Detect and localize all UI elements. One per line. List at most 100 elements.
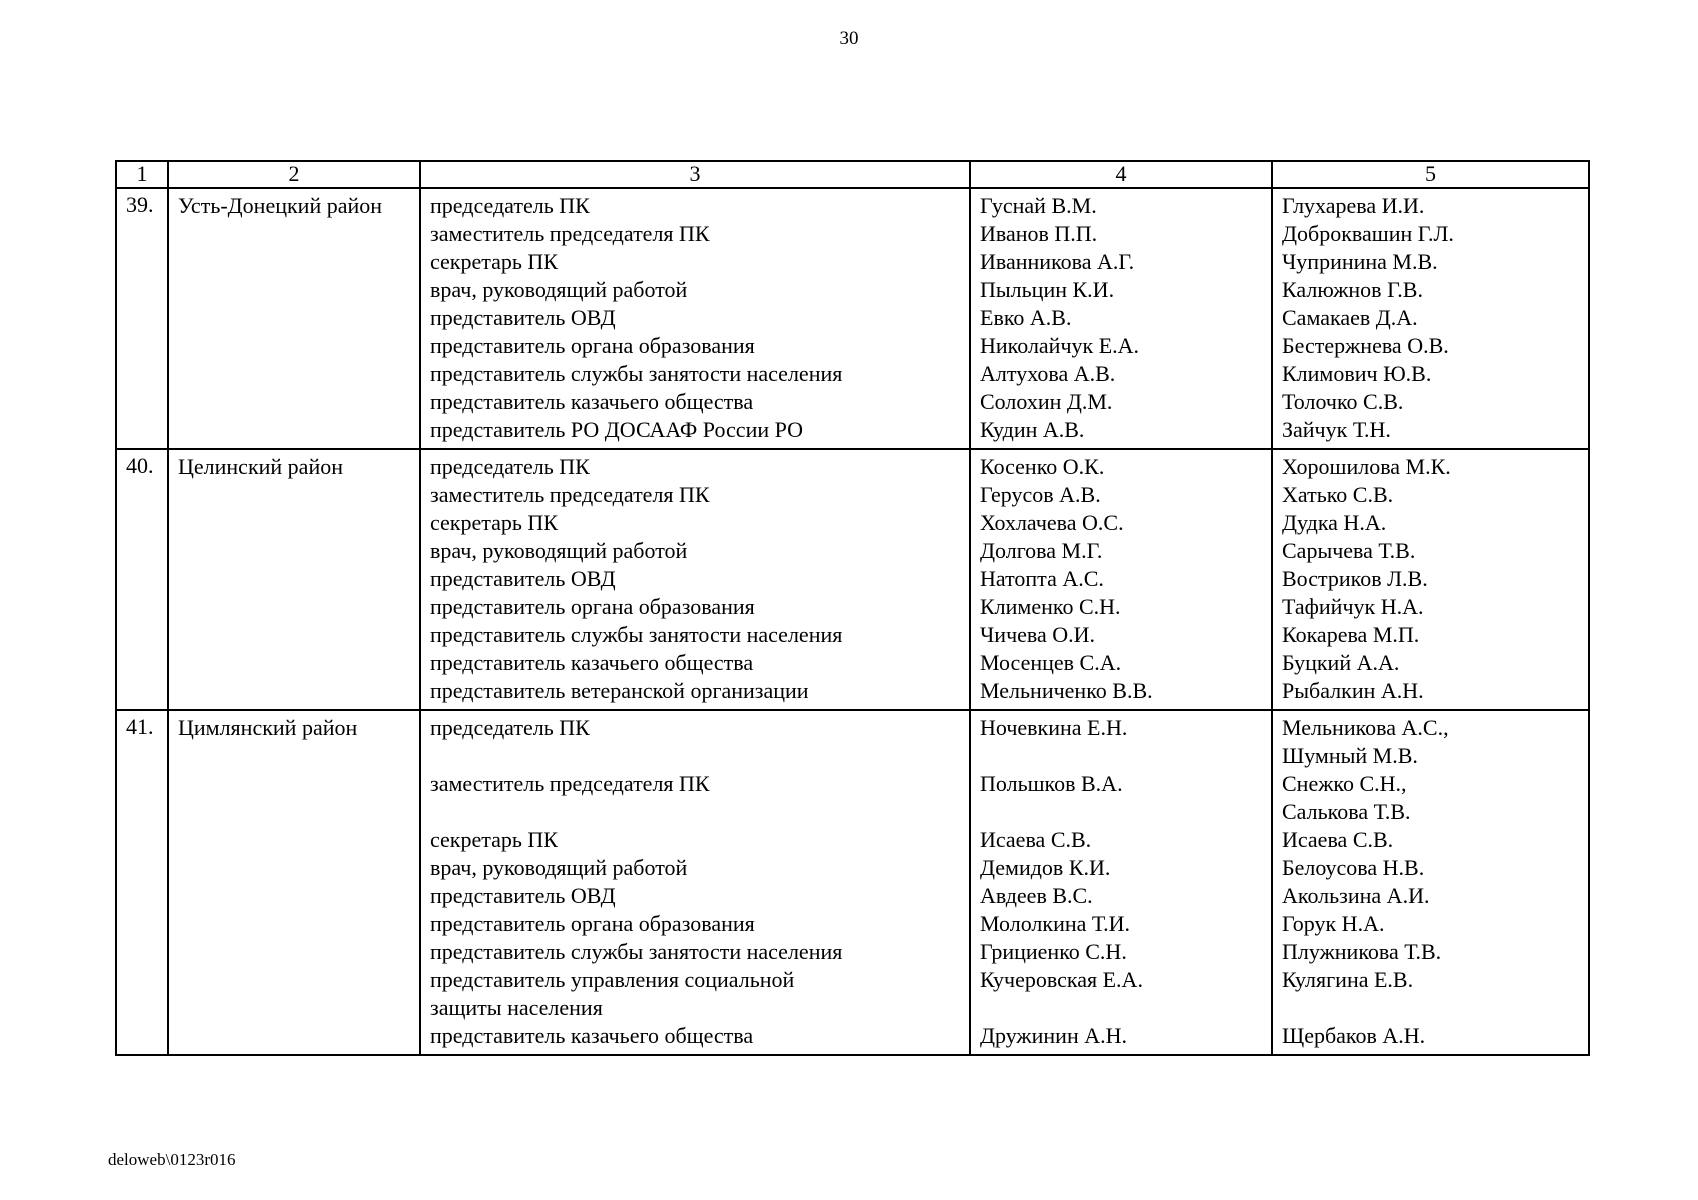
row-number: 41. xyxy=(115,709,169,1056)
position-line: врач, руководящий работой xyxy=(430,855,688,880)
footer-code: deloweb\0123r016 xyxy=(108,1150,236,1169)
column4-name-line: Натопта А.С. xyxy=(980,566,1104,591)
column4-name-line: Гуснай В.М. xyxy=(980,193,1097,218)
column4-name-line: Иванникова А.Г. xyxy=(980,249,1135,274)
column4-name-line: Хохлачева О.С. xyxy=(980,510,1124,535)
district-name: Усть-Донецкий район xyxy=(167,187,421,450)
position-line: представитель казачьего общества xyxy=(430,389,754,414)
column5-name-line: Кокарева М.П. xyxy=(1282,622,1420,647)
column4-name-line: Николайчук Е.А. xyxy=(980,333,1140,358)
column5-name-line: Мельникова А.С., xyxy=(1282,715,1449,740)
column5-cell: Мельникова А.С., Шумный М.В. Снежко С.Н., С… xyxy=(1271,709,1590,1056)
column4-name-line xyxy=(980,798,1265,826)
position-line: представитель органа образования xyxy=(430,333,755,358)
positions-cell: председатель ПК заместитель председателя… xyxy=(419,709,971,1056)
position-line: представитель органа образования xyxy=(430,911,755,936)
column5-name-line: Тафийчук Н.А. xyxy=(1282,594,1424,619)
page-number: 30 xyxy=(839,28,859,49)
column5-cell: Глухарева И.И. Доброквашин Г.Л. Чупринина … xyxy=(1271,187,1590,450)
position-line: секретарь ПК xyxy=(430,827,558,852)
position-line xyxy=(430,798,963,826)
column5-name-line: Белоусова Н.В. xyxy=(1282,855,1425,880)
column5-name-line: Сарычева Т.В. xyxy=(1282,538,1416,563)
position-line: представитель РО ДОСААФ России РО xyxy=(430,417,804,442)
position-line: врач, руководящий работой xyxy=(430,538,688,563)
column5-name-line: Бестержнева О.В. xyxy=(1282,333,1449,358)
column5-name-line: Дудка Н.А. xyxy=(1282,510,1387,535)
column-header-1: 1 xyxy=(115,160,169,189)
column4-name-line: Долгова М.Г. xyxy=(980,538,1103,563)
district-row: 41. Цимлянский район председатель ПК замес… xyxy=(115,709,1590,1056)
position-line: секретарь ПК xyxy=(430,510,558,535)
column4-name-line: Дружинин А.Н. xyxy=(980,1023,1127,1048)
position-line: представитель службы занятости населения xyxy=(430,939,843,964)
column5-cell: Хорошилова М.К. Хатько С.В. Дудка Н.А. Сары… xyxy=(1271,448,1590,711)
column5-name-line: Акользина А.И. xyxy=(1282,883,1430,908)
column4-name-line: Ночевкина Е.Н. xyxy=(980,715,1128,740)
column5-name-line: Хатько С.В. xyxy=(1282,482,1394,507)
column5-name-line: Горук Н.А. xyxy=(1282,911,1385,936)
column4-name-line: Мололкина Т.И. xyxy=(980,911,1131,936)
position-line: представитель казачьего общества xyxy=(430,1023,754,1048)
column5-name-line: Зайчук Т.Н. xyxy=(1282,417,1391,442)
column4-name-line: Пыльцин К.И. xyxy=(980,277,1115,302)
column4-name-line: Кудин А.В. xyxy=(980,417,1085,442)
column5-name-line: Востриков Л.В. xyxy=(1282,566,1428,591)
column4-name-line: Исаева С.В. xyxy=(980,827,1092,852)
position-line: врач, руководящий работой xyxy=(430,277,688,302)
column5-name-line: Шумный М.В. xyxy=(1282,743,1418,768)
position-line: представитель ОВД xyxy=(430,305,616,330)
position-line: заместитель председателя ПК xyxy=(430,221,710,246)
column5-name-line: Хорошилова М.К. xyxy=(1282,454,1451,479)
column5-name-line: Исаева С.В. xyxy=(1282,827,1394,852)
positions-cell: председатель ПК заместитель председателя … xyxy=(419,448,971,711)
column5-name-line: Глухарева И.И. xyxy=(1282,193,1425,218)
column5-name-line: Доброквашин Г.Л. xyxy=(1282,221,1454,246)
position-line: председатель ПК xyxy=(430,193,590,218)
column5-name-line: Калюжнов Г.В. xyxy=(1282,277,1423,302)
column4-name-line: Кучеровская Е.А. xyxy=(980,967,1143,992)
column4-name-line: Демидов К.И. xyxy=(980,855,1111,880)
column5-name-line: Самакаев Д.А. xyxy=(1282,305,1418,330)
column4-name-line: Чичева О.И. xyxy=(980,622,1096,647)
column4-name-line xyxy=(980,742,1265,770)
column5-name-line: Кулягина Е.В. xyxy=(1282,967,1414,992)
district-row: 40. Целинский район председатель ПК замести… xyxy=(115,448,1590,711)
position-line: представитель казачьего общества xyxy=(430,650,754,675)
column4-name-line: Солохин Д.М. xyxy=(980,389,1113,414)
position-line: представитель органа образования xyxy=(430,594,755,619)
position-line: секретарь ПК xyxy=(430,249,558,274)
row-number: 40. xyxy=(115,448,169,711)
column5-name-line: Буцкий А.А. xyxy=(1282,650,1400,675)
position-line: представитель службы занятости населения xyxy=(430,622,843,647)
position-line: представитель ОВД xyxy=(430,566,616,591)
column-header-5: 5 xyxy=(1271,160,1590,189)
column5-name-line: Плужникова Т.В. xyxy=(1282,939,1442,964)
table-body: 39. Усть-Донецкий район председатель ПК зам… xyxy=(115,187,1590,1056)
column-header-4: 4 xyxy=(969,160,1273,189)
column4-cell: Косенко О.К. Герусов А.В. Хохлачева О.С. До… xyxy=(969,448,1273,711)
position-line: защиты населения xyxy=(430,995,603,1020)
position-line: представитель ветеранской организации xyxy=(430,678,809,703)
column5-name-line xyxy=(1282,994,1582,1022)
column4-name-line: Герусов А.В. xyxy=(980,482,1101,507)
column4-name-line: Авдеев В.С. xyxy=(980,883,1093,908)
column5-name-line: Снежко С.Н., xyxy=(1282,771,1407,796)
position-line: председатель ПК xyxy=(430,454,590,479)
column4-name-line: Косенко О.К. xyxy=(980,454,1105,479)
column4-name-line: Евко А.В. xyxy=(980,305,1072,330)
column4-name-line: Польшков В.А. xyxy=(980,771,1123,796)
position-line xyxy=(430,742,963,770)
column-header-3: 3 xyxy=(419,160,971,189)
column5-name-line: Рыбалкин А.Н. xyxy=(1282,678,1424,703)
column4-name-line: Иванов П.П. xyxy=(980,221,1098,246)
table-header-row: 1 2 3 4 5 xyxy=(115,160,1590,189)
district-name: Цимлянский район xyxy=(167,709,421,1056)
column5-name-line: Климович Ю.В. xyxy=(1282,361,1432,386)
column5-name-line: Салькова Т.В. xyxy=(1282,799,1411,824)
position-line: заместитель председателя ПК xyxy=(430,771,710,796)
column4-name-line: Грициенко С.Н. xyxy=(980,939,1127,964)
row-number: 39. xyxy=(115,187,169,450)
column5-name-line: Чупринина М.В. xyxy=(1282,249,1438,274)
